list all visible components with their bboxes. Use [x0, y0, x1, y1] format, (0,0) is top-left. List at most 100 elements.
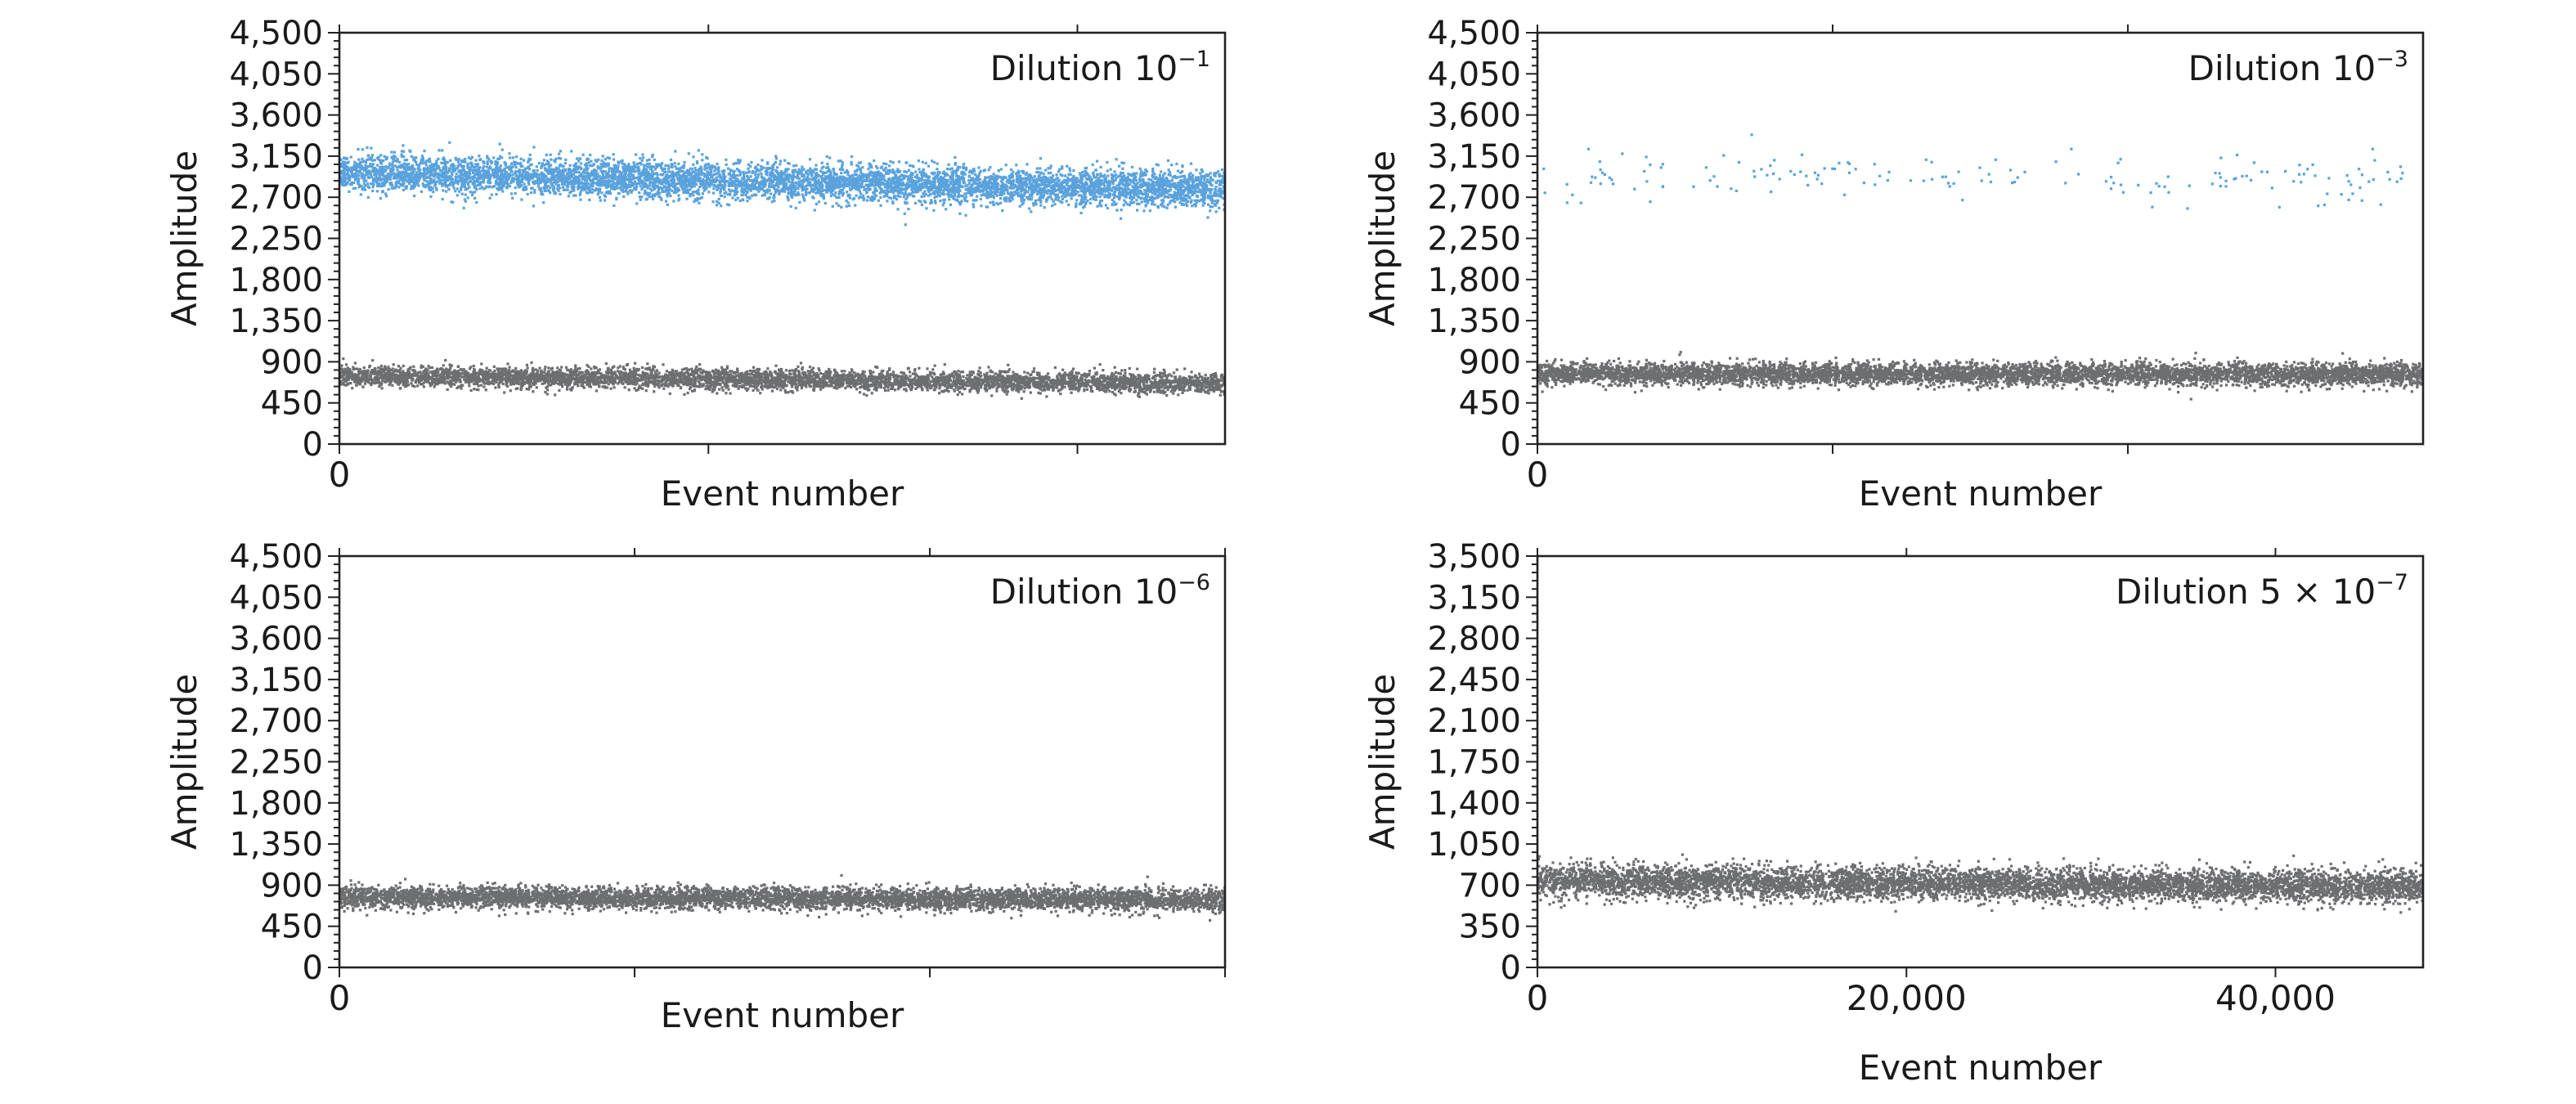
data-point: [729, 177, 732, 181]
data-point: [491, 168, 494, 172]
data-point: [414, 177, 417, 181]
data-point: [1167, 168, 1170, 172]
data-point: [1056, 193, 1059, 196]
data-point: [1028, 195, 1031, 198]
data-point: [633, 187, 636, 191]
data-point: [607, 191, 610, 195]
data-point: [492, 173, 496, 176]
data-point: [924, 173, 927, 176]
data-point: [879, 196, 882, 200]
data-point: [559, 169, 562, 173]
data-point: [386, 173, 390, 176]
data-point: [702, 189, 706, 192]
data-point: [657, 195, 661, 198]
data-point: [974, 191, 977, 194]
data-point: [463, 183, 466, 186]
data-point: [473, 176, 476, 179]
data-point: [760, 172, 763, 175]
data-point: [649, 168, 653, 171]
data-point: [1084, 181, 1088, 184]
data-point: [833, 194, 837, 197]
data-point: [747, 170, 751, 173]
data-point: [471, 165, 474, 168]
data-point: [960, 200, 963, 203]
data-point: [690, 181, 693, 184]
data-point: [932, 160, 936, 164]
data-point: [839, 189, 842, 192]
data-point: [647, 177, 650, 182]
data-point: [574, 171, 577, 174]
data-point: [447, 188, 451, 191]
data-point: [1185, 195, 1188, 198]
data-point: [346, 172, 349, 175]
data-point: [352, 186, 355, 190]
data-point: [350, 173, 354, 176]
data-point: [1159, 183, 1162, 186]
data-point: [378, 182, 381, 185]
data-point: [1136, 195, 1139, 198]
data-point: [1209, 172, 1212, 175]
data-point: [1180, 199, 1183, 202]
data-point: [395, 184, 398, 188]
data-point: [412, 186, 415, 190]
data-point: [512, 180, 515, 183]
data-point: [723, 182, 727, 186]
data-point: [841, 191, 846, 195]
data-point: [1135, 199, 1138, 202]
data-point: [559, 186, 562, 190]
data-point: [885, 163, 888, 166]
data-point: [636, 177, 640, 180]
data-point: [586, 158, 590, 161]
data-point: [1086, 173, 1089, 176]
data-point: [809, 167, 812, 170]
data-point: [821, 189, 824, 192]
data-point: [771, 172, 774, 175]
data-point: [1044, 191, 1048, 194]
data-point: [1055, 177, 1058, 181]
data-point: [1063, 195, 1066, 199]
data-point: [1166, 184, 1169, 188]
data-point: [362, 182, 366, 186]
data-point: [365, 168, 368, 172]
data-point: [673, 162, 676, 165]
data-point: [1194, 202, 1197, 205]
data-point: [391, 160, 395, 164]
data-point: [648, 177, 651, 180]
data-point: [782, 186, 785, 190]
data-point: [832, 182, 836, 185]
data-point: [620, 172, 623, 175]
data-point: [905, 201, 909, 204]
data-point: [990, 175, 994, 178]
data-point: [383, 175, 386, 178]
data-point: [894, 185, 897, 188]
data-point: [999, 180, 1003, 183]
data-point: [904, 186, 908, 190]
data-point: [392, 167, 395, 171]
data-point: [390, 150, 393, 154]
data-point: [1097, 189, 1100, 192]
data-point: [802, 168, 806, 171]
data-point: [517, 162, 520, 165]
data-point: [1136, 185, 1139, 188]
data-point: [1037, 189, 1041, 192]
data-point: [1223, 176, 1225, 179]
data-point: [404, 171, 407, 174]
data-point: [846, 191, 849, 194]
data-point: [1163, 172, 1166, 175]
data-point: [1194, 178, 1197, 182]
data-point: [466, 187, 469, 191]
data-point: [908, 185, 911, 188]
data-point: [398, 171, 402, 174]
data-point: [795, 164, 798, 167]
data-point: [487, 168, 490, 172]
data-point: [1128, 196, 1132, 200]
data-point: [681, 188, 684, 191]
data-point: [756, 176, 760, 179]
data-point: [1176, 198, 1179, 201]
data-point: [1115, 184, 1119, 187]
data-point: [1144, 204, 1147, 207]
data-point: [954, 163, 957, 166]
data-point: [886, 200, 889, 203]
data-point: [937, 193, 940, 197]
data-point: [457, 158, 460, 161]
